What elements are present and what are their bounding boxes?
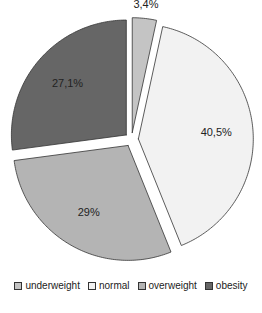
svg-text:29%: 29% [78,206,100,218]
html-text:obesity: obesity [215,280,248,291]
html-text:underweight: underweight [25,280,80,291]
svg-text:3,4%: 3,4% [133,0,158,10]
html-text:normal: normal [98,280,130,291]
html-text:overweight: overweight [148,280,197,291]
svg-text:27,1%: 27,1% [52,77,83,89]
svg-text:40,5%: 40,5% [201,126,232,138]
